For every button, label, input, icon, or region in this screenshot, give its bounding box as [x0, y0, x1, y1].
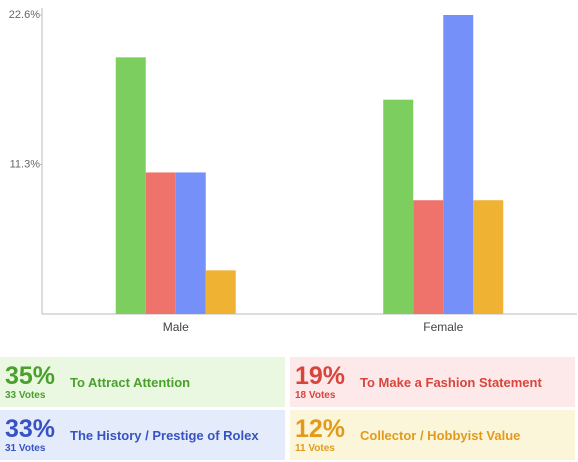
legend-item: 19% 18 Votes To Make a Fashion Statement [290, 357, 575, 407]
percent: 19% [295, 362, 346, 390]
x-tick-label: Male [163, 320, 189, 334]
vote-count: 31 Votes [5, 443, 46, 454]
legend-label: Collector / Hobbyist Value [360, 428, 521, 443]
legend-item: 33% 31 Votes The History / Prestige of Rol… [0, 410, 285, 460]
percent: 33% [5, 415, 56, 443]
y-tick-label: 22.6% [9, 9, 40, 21]
chart: 22.6% 11.3% Male Female [9, 8, 577, 334]
bar [115, 57, 146, 315]
vote-count: 18 Votes [295, 390, 336, 401]
bar [413, 200, 444, 314]
bar [145, 172, 176, 314]
bar [383, 99, 414, 314]
legend-label: To Make a Fashion Statement [360, 375, 542, 390]
legend-item: 12% 11 Votes Collector / Hobbyist Value [290, 410, 575, 460]
bar [443, 15, 474, 314]
percent: 12% [295, 415, 346, 443]
percent: 35% [5, 362, 56, 390]
legend-label: To Attract Attention [70, 375, 191, 390]
vote-count: 11 Votes [295, 443, 335, 454]
vote-count: 33 Votes [5, 390, 46, 401]
legend-label: The History / Prestige of Rolex [70, 428, 259, 443]
y-tick-label: 11.3% [10, 158, 41, 170]
x-tick-label: Female [423, 320, 463, 334]
legend-item: 35% 33 Votes To Attract Attention [0, 357, 285, 407]
bar [175, 172, 206, 314]
bar [473, 200, 504, 314]
bar [205, 270, 236, 314]
